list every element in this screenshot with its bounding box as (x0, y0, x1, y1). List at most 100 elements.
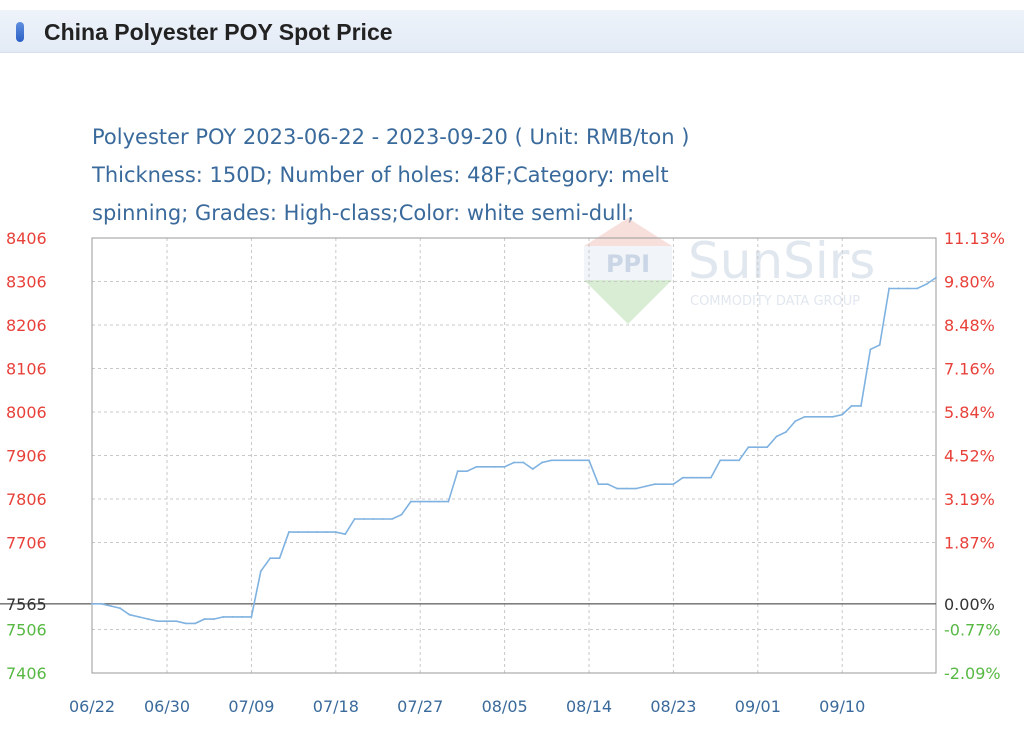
data-point (297, 531, 300, 533)
data-point (466, 470, 469, 473)
data-point (91, 602, 93, 605)
data-point (231, 615, 234, 618)
series-points (91, 276, 937, 625)
data-point (860, 405, 862, 407)
data-point (803, 415, 806, 418)
data-point (672, 483, 675, 486)
data-point (878, 344, 881, 346)
data-point (559, 459, 562, 462)
y-tick-right: 4.52% (944, 447, 995, 466)
sunsirs-watermark: PPI SunSirs COMMODITY DATA GROUP (584, 218, 875, 324)
data-point (869, 348, 872, 351)
x-tick-label: 07/18 (313, 697, 359, 716)
y-tick-right: 3.19% (944, 490, 995, 509)
y-axis-left-labels: 8406 8306 8206 8106 8006 7906 7806 7706 7565 7506… (6, 229, 47, 683)
data-point (531, 468, 534, 470)
data-point (353, 518, 356, 520)
y-tick-left: 7906 (6, 447, 47, 466)
data-point (344, 533, 347, 536)
data-point (409, 500, 412, 503)
data-point (363, 518, 365, 520)
data-point (653, 483, 656, 486)
data-point (916, 287, 919, 290)
data-point (288, 531, 290, 533)
data-point (147, 618, 150, 620)
data-point (756, 446, 759, 449)
data-point (456, 470, 459, 473)
y-tick-left: 8206 (6, 316, 47, 335)
x-tick-label: 09/10 (819, 697, 865, 716)
data-point (831, 415, 834, 418)
chart-header: China Polyester POY Spot Price (0, 10, 1024, 53)
data-point (522, 461, 525, 464)
data-point (334, 531, 337, 533)
x-tick-label: 07/27 (397, 697, 443, 716)
data-point (166, 620, 168, 623)
data-point (475, 465, 478, 468)
x-tick-label: 06/22 (69, 697, 115, 716)
chart-header-title: China Polyester POY Spot Price (44, 19, 393, 45)
data-point (428, 500, 431, 503)
plot-area-frame (91, 237, 937, 674)
data-point (700, 476, 703, 479)
data-point (391, 518, 393, 520)
chart-spec-line-2: spinning; Grades: High-class;Color: whit… (92, 201, 635, 225)
x-tick-label: 06/30 (144, 697, 190, 716)
chart-title: Polyester POY 2023-06-22 - 2023-09-20 ( … (92, 125, 690, 149)
data-point (785, 431, 787, 433)
y-tick-left: 7506 (6, 621, 47, 640)
y-axis-right-labels: 11.13% 9.80% 8.48% 7.16% 5.84% 4.52% 3.19% 1.87… (944, 229, 1005, 683)
data-point (325, 531, 328, 533)
watermark-logo-band (584, 246, 672, 280)
y-tick-left: 8006 (6, 403, 47, 422)
watermark-tagline: COMMODITY DATA GROUP (690, 294, 860, 309)
x-axis-labels: 06/22 06/30 07/09 07/18 07/27 08/05 08/14 08/23… (69, 697, 865, 716)
data-point (597, 483, 600, 486)
x-tick-label: 09/01 (735, 697, 781, 716)
data-point (100, 602, 103, 605)
data-point (316, 531, 318, 533)
data-point (616, 487, 619, 490)
data-point (578, 459, 581, 462)
y-tick-right: -0.77% (944, 621, 1001, 640)
data-point (897, 287, 900, 290)
y-tick-right: 0.00% (944, 595, 995, 614)
data-point (625, 487, 628, 490)
series-line-polyester-poy (92, 276, 937, 625)
data-point (569, 459, 572, 462)
header-accent-bar (16, 22, 24, 42)
data-point (438, 500, 440, 503)
data-point (738, 459, 740, 462)
data-point (194, 622, 197, 625)
data-point (381, 518, 384, 520)
x-tick-label: 08/14 (566, 697, 612, 716)
data-point (775, 435, 778, 438)
y-tick-right: 9.80% (944, 273, 995, 292)
data-point (494, 465, 497, 468)
data-point (663, 483, 665, 486)
data-point (588, 459, 590, 462)
data-point (128, 613, 131, 616)
data-point (213, 618, 215, 620)
data-point (541, 461, 544, 464)
watermark-logo-text: PPI (606, 250, 650, 278)
data-point (250, 615, 253, 618)
data-point (503, 465, 506, 468)
y-tick-right: 1.87% (944, 534, 995, 553)
data-point (513, 461, 515, 464)
data-point (766, 446, 769, 449)
data-point (822, 415, 825, 418)
data-point (269, 557, 272, 560)
y-tick-left: 8306 (6, 273, 47, 292)
data-point (222, 615, 225, 618)
y-tick-left: 7406 (6, 664, 47, 683)
data-point (935, 276, 937, 279)
data-point (925, 283, 928, 286)
data-point (841, 413, 844, 416)
data-point (175, 620, 178, 623)
data-point (137, 615, 140, 618)
y-tick-right: 11.13% (944, 229, 1005, 248)
data-point (109, 605, 112, 607)
data-point (203, 618, 206, 620)
